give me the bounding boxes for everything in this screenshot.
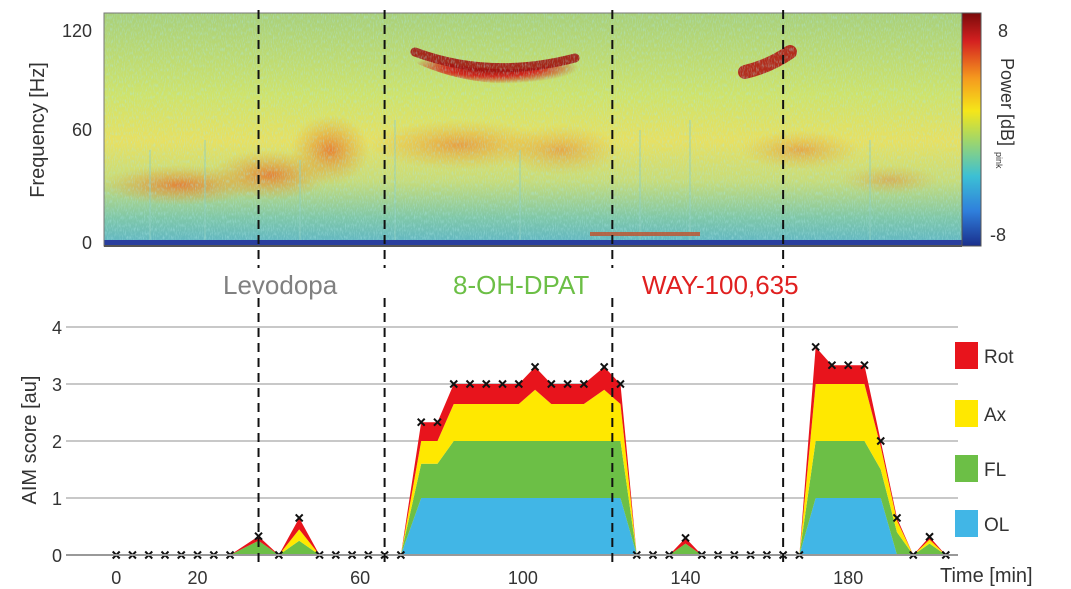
- area-ol: [116, 498, 946, 555]
- spec-ytick-0: 0: [82, 233, 92, 253]
- legend-swatch-rot: [955, 342, 978, 369]
- aim-chart: 0 20 60 100 140 180 0 1 2 3 4 AIM score [au] Time…: [19, 318, 1033, 588]
- data-point-marker: [811, 342, 820, 352]
- drug-labels: Levodopa 8-OH-DPAT WAY-100,635: [223, 270, 799, 300]
- colorbar-tick-min: -8: [990, 225, 1006, 245]
- x-tick-label: 140: [671, 568, 701, 588]
- data-point-marker: [925, 532, 934, 541]
- legend-swatch-ol: [955, 510, 978, 537]
- x-tick-label: 0: [111, 568, 121, 588]
- aim-y-axis: 0 1 2 3 4: [52, 318, 62, 566]
- aim-x-axis: 0 20 60 100 140 180: [66, 554, 958, 588]
- area-ax: [116, 384, 946, 555]
- y-tick-label: 4: [52, 318, 62, 338]
- x-tick-label: 100: [508, 568, 538, 588]
- data-point-marker: [599, 362, 609, 372]
- colorbar-tick-max: 8: [998, 21, 1008, 41]
- data-point-marker: [498, 379, 507, 389]
- data-point-marker: [416, 417, 426, 427]
- spectrogram-panel: 120 60 0 Frequency [Hz] 8 -8 Power [dB] …: [27, 12, 1017, 253]
- legend-label-ax: Ax: [984, 405, 1007, 426]
- drug-event-lines: [257, 10, 785, 562]
- data-point-marker: [563, 379, 572, 389]
- data-point-marker: [433, 417, 442, 427]
- label-8-oh-dpat: 8-OH-DPAT: [453, 270, 589, 300]
- data-point-marker: [530, 362, 540, 372]
- data-point-marker: [514, 379, 524, 389]
- data-point-marker: [482, 379, 491, 389]
- legend-swatch-ax: [955, 400, 978, 427]
- data-point-marker: [843, 360, 853, 370]
- data-point-marker: [616, 379, 625, 389]
- data-point-marker: [579, 379, 589, 389]
- area-fl: [116, 441, 946, 555]
- colorbar: [961, 12, 982, 247]
- data-point-marker: [465, 379, 475, 389]
- colorbar-label-subscript: pink: [994, 152, 1004, 169]
- data-point-marker: [681, 533, 690, 543]
- y-tick-label: 1: [52, 489, 62, 509]
- x-tick-label: 180: [833, 568, 863, 588]
- colorbar-label: Power [dB]: [997, 58, 1017, 146]
- data-point-marker: [254, 531, 263, 541]
- x-tick-label: 20: [188, 568, 208, 588]
- label-way-100635: WAY-100,635: [642, 270, 799, 300]
- spec-ylabel: Frequency [Hz]: [27, 62, 49, 198]
- data-point-marker: [860, 360, 869, 370]
- y-tick-label: 3: [52, 375, 62, 395]
- legend-label-rot: Rot: [984, 347, 1014, 368]
- data-point-marker: [827, 360, 837, 370]
- aim-xlabel: Time [min]: [940, 565, 1033, 587]
- data-point-marker: [294, 513, 304, 523]
- spec-ytick-60: 60: [72, 120, 92, 140]
- data-point-marker: [892, 513, 902, 523]
- aim-stacked-areas: [116, 346, 946, 555]
- legend-swatch-fl: [955, 455, 978, 482]
- legend-label-fl: FL: [984, 460, 1006, 481]
- data-point-marker: [449, 379, 458, 389]
- legend-label-ol: OL: [984, 515, 1009, 536]
- y-tick-label: 0: [52, 546, 62, 566]
- aim-legend: Rot Ax FL OL: [955, 342, 1014, 537]
- aim-ylabel: AIM score [au]: [19, 376, 41, 505]
- spec-ytick-120: 120: [62, 21, 92, 41]
- y-tick-label: 2: [52, 432, 62, 452]
- data-point-marker: [547, 379, 556, 389]
- data-point-marker: [876, 436, 885, 446]
- x-tick-label: 60: [350, 568, 370, 588]
- label-levodopa: Levodopa: [223, 270, 338, 300]
